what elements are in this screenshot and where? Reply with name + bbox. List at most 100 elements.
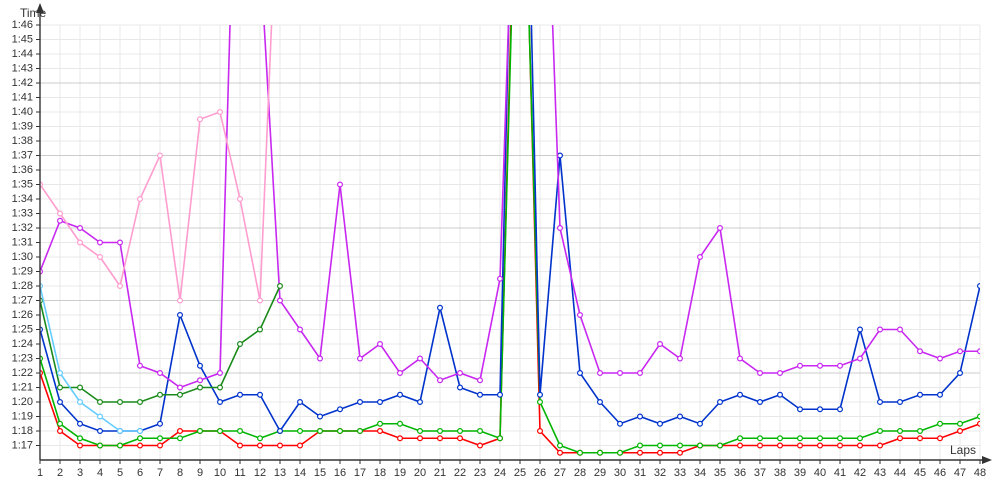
marker [138,363,143,368]
x-tick-label: 1 [37,467,43,479]
y-tick-label: 1:40 [12,106,33,118]
y-tick-label: 1:20 [12,396,33,408]
marker [178,313,183,318]
marker [138,443,143,448]
marker [578,371,583,376]
marker [778,392,783,397]
x-tick-label: 14 [294,467,306,479]
marker [278,429,283,434]
marker [978,421,983,426]
marker [378,342,383,347]
marker [658,421,663,426]
marker [878,429,883,434]
marker [718,226,723,231]
marker [298,443,303,448]
x-tick-label: 31 [634,467,646,479]
marker [698,421,703,426]
x-tick-label: 15 [314,467,326,479]
marker [58,400,63,405]
x-tick-label: 48 [974,467,986,479]
marker [658,342,663,347]
marker [878,327,883,332]
x-tick-label: 9 [197,467,203,479]
marker [258,327,263,332]
marker [398,421,403,426]
marker [918,436,923,441]
marker [458,385,463,390]
marker [158,421,163,426]
marker [718,443,723,448]
marker [698,443,703,448]
x-tick-label: 25 [514,467,526,479]
y-tick-label: 1:46 [12,19,33,31]
marker [78,400,83,405]
y-tick-label: 1:38 [12,135,33,147]
y-tick-label: 1:44 [12,48,33,60]
marker [438,436,443,441]
marker [898,327,903,332]
marker [618,371,623,376]
marker [198,117,203,122]
marker [78,443,83,448]
x-tick-label: 36 [734,467,746,479]
marker [258,392,263,397]
marker [438,305,443,310]
x-tick-label: 6 [137,467,143,479]
marker [858,443,863,448]
marker [118,443,123,448]
marker [418,429,423,434]
marker [818,443,823,448]
x-tick-label: 4 [97,467,103,479]
marker [298,429,303,434]
y-tick-label: 1:21 [12,382,33,394]
marker [118,400,123,405]
marker [638,450,643,455]
marker [458,429,463,434]
marker [858,436,863,441]
marker [918,429,923,434]
marker [338,429,343,434]
marker [558,226,563,231]
marker [238,342,243,347]
x-tick-label: 16 [334,467,346,479]
y-tick-label: 1:42 [12,77,33,89]
marker [78,226,83,231]
marker [318,356,323,361]
marker [98,443,103,448]
x-tick-label: 45 [914,467,926,479]
y-tick-label: 1:23 [12,353,33,365]
y-tick-label: 1:29 [12,266,33,278]
marker [658,450,663,455]
x-tick-label: 38 [774,467,786,479]
marker [238,429,243,434]
y-tick-label: 1:26 [12,309,33,321]
y-tick-label: 1:27 [12,295,33,307]
marker [958,349,963,354]
marker [338,182,343,187]
marker [658,443,663,448]
marker [178,392,183,397]
marker [758,371,763,376]
marker [418,356,423,361]
marker [618,421,623,426]
marker [398,371,403,376]
x-tick-label: 18 [374,467,386,479]
marker [238,197,243,202]
marker [858,356,863,361]
y-tick-label: 1:43 [12,63,33,75]
x-tick-label: 46 [934,467,946,479]
marker [278,284,283,289]
marker [378,400,383,405]
x-tick-label: 30 [614,467,626,479]
y-tick-label: 1:18 [12,425,33,437]
marker [438,429,443,434]
x-tick-label: 2 [57,467,63,479]
y-axis-title: Time [20,6,47,20]
marker [418,400,423,405]
x-tick-label: 11 [234,467,245,479]
y-tick-label: 1:28 [12,280,33,292]
marker [198,429,203,434]
marker [678,356,683,361]
marker [238,443,243,448]
y-tick-label: 1:19 [12,411,33,423]
